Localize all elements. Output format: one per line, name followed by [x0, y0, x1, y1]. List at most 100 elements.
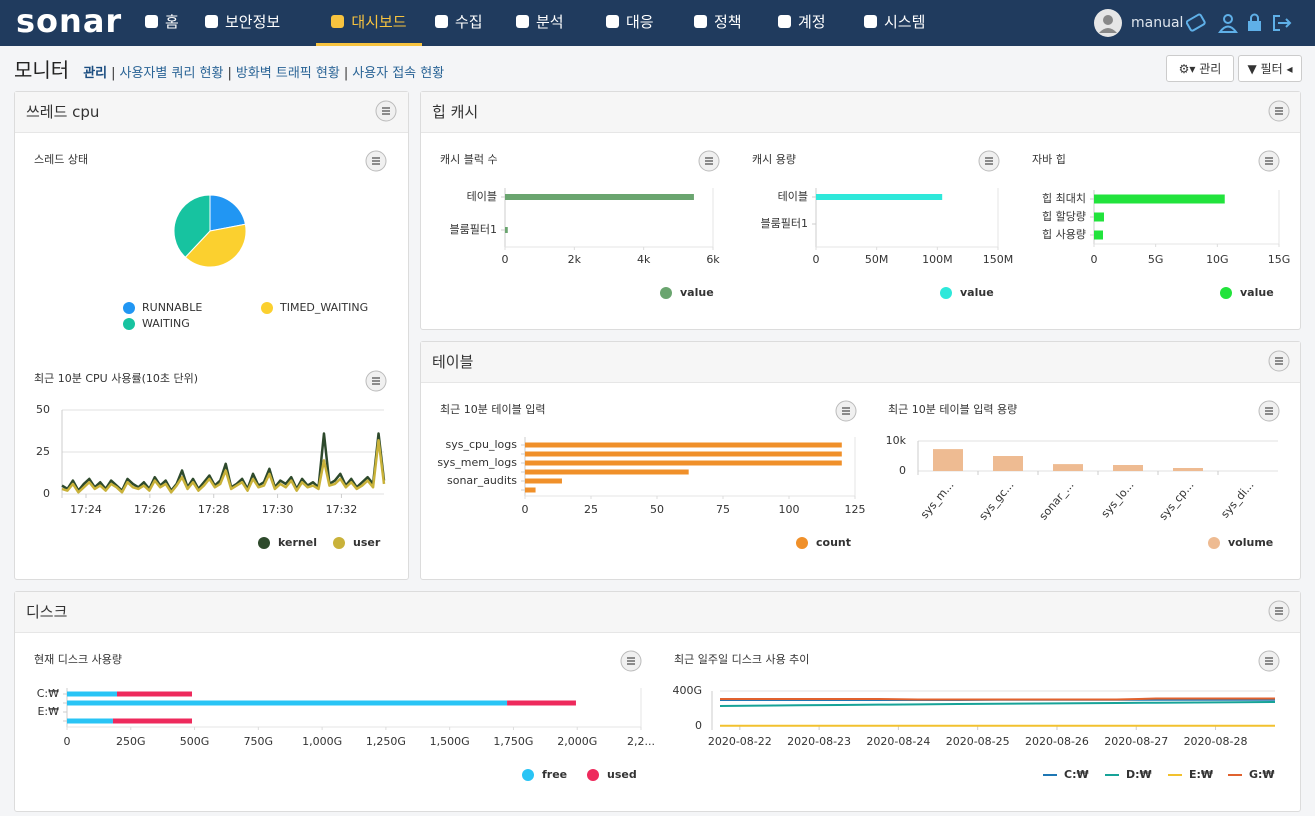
header-link[interactable]: 사용자별 쿼리 현황 [119, 66, 224, 81]
x-tick-label: 0 [64, 735, 71, 748]
y-tick-label: sys_cpu_logs [446, 438, 518, 451]
nav-icons[interactable] [1186, 13, 1296, 33]
x-tick-label: 750G [244, 735, 274, 748]
menu-label[interactable]: 정책 [714, 13, 742, 31]
menu-icon[interactable] [620, 650, 642, 672]
menu-label[interactable]: 대응 [626, 13, 654, 31]
x-tick-label: 1,250G [366, 735, 406, 748]
avatar[interactable] [1094, 9, 1122, 37]
menu-item[interactable]: 홈 [145, 0, 179, 46]
menu-icon[interactable] [365, 150, 387, 172]
legend-marker [522, 769, 534, 781]
x-tick-label: 4k [637, 253, 651, 266]
header-link[interactable]: 사용자 접속 현황 [352, 66, 445, 81]
legend-label: WAITING [142, 317, 190, 330]
x-tick-label: 0 [1091, 253, 1098, 266]
logo[interactable]: sonar [16, 2, 123, 40]
menu-icon[interactable] [1268, 350, 1290, 372]
bar [112, 718, 193, 724]
x-tick-label: 5G [1148, 253, 1164, 266]
panel-title: 힙 캐시 [421, 92, 1300, 133]
legend-marker [796, 537, 808, 549]
y-tick-label: 테이블 [778, 190, 808, 203]
x-tick-label: sys_lo... [1099, 479, 1137, 521]
menu-label[interactable]: 대시보드 [351, 13, 407, 31]
menu-icon[interactable] [375, 100, 397, 122]
y-tick-label: 0 [899, 464, 906, 477]
y-tick-label: 힙 사용량 [1042, 228, 1086, 241]
menu-label[interactable]: 홈 [165, 13, 179, 31]
menu-icon[interactable] [1258, 400, 1280, 422]
header-link[interactable]: 관리 [83, 66, 108, 81]
manage-button[interactable]: ⚙▾ 관리 [1166, 55, 1234, 82]
menu-icon[interactable] [1268, 100, 1290, 122]
button-label: 필터 [1260, 62, 1283, 76]
bar [507, 700, 576, 706]
chart-title: 스레드 상태 [34, 153, 88, 166]
x-tick-label: 1,000G [302, 735, 342, 748]
x-tick-label: sys_m... [918, 479, 957, 522]
y-tick-label: 블룸필터1 [761, 217, 808, 230]
header-link[interactable]: 방화벽 트래픽 현황 [235, 66, 340, 81]
legend-marker [258, 537, 270, 549]
panel-title: 테이블 [421, 342, 1300, 383]
x-tick-label: 75 [716, 503, 730, 516]
bar [67, 718, 113, 724]
y-tick-label: 10k [886, 434, 907, 447]
bar [67, 691, 118, 697]
menu-icon[interactable] [1268, 600, 1290, 622]
filter-button[interactable]: ▼ 필터 ◂ [1238, 55, 1302, 82]
menu-label[interactable]: 계정 [798, 13, 826, 31]
menu-item[interactable]: 수집 [435, 0, 483, 46]
bar [933, 449, 963, 471]
legend-marker [660, 287, 672, 299]
legend-label: value [960, 286, 994, 299]
x-tick-label: 2020-08-28 [1184, 735, 1248, 748]
menu-icon[interactable] [365, 370, 387, 392]
menu-label[interactable]: 보안정보 [225, 13, 281, 31]
legend-label: kernel [278, 536, 317, 549]
menu-item[interactable]: 보안정보 [205, 0, 280, 46]
legend-label: C:₩ [1064, 768, 1089, 781]
chart-title: 최근 일주일 디스크 사용 추이 [674, 652, 809, 666]
chart-title: 최근 10분 테이블 입력 용량 [888, 403, 1017, 416]
menu-label[interactable]: 분석 [536, 13, 564, 31]
x-tick-label: sys_di... [1218, 479, 1256, 521]
menu-item[interactable]: 정책 [694, 0, 742, 46]
series-line [61, 438, 386, 494]
menu-icon[interactable] [1258, 150, 1280, 172]
legend-label: G:₩ [1249, 768, 1275, 781]
menu-icon[interactable] [1258, 650, 1280, 672]
x-tick-label: 1,750G [493, 735, 533, 748]
separator: | [343, 66, 349, 81]
separator: | [227, 66, 232, 81]
menu-label[interactable]: 수집 [455, 13, 483, 31]
x-tick-label: 17:32 [326, 503, 358, 516]
menu-item[interactable]: 대응 [606, 0, 654, 46]
menu-item[interactable]: 계정 [778, 0, 826, 46]
legend-marker [333, 537, 345, 549]
menu-icon[interactable] [835, 400, 857, 422]
user-name[interactable]: manual [1131, 15, 1184, 31]
y-tick-label: 0 [695, 719, 702, 732]
menu-icon[interactable] [698, 150, 720, 172]
legend-label: E:₩ [1189, 768, 1213, 781]
legend-marker [123, 302, 135, 314]
panel: 힙 캐시 [420, 91, 1301, 330]
x-tick-label: 2,2... [627, 735, 655, 748]
y-tick-label: sonar_audits [447, 474, 517, 487]
menu-item[interactable]: 대시보드 [316, 0, 422, 46]
menu-label[interactable]: 시스템 [884, 13, 926, 31]
y-tick-label: 힙 최대치 [1042, 192, 1086, 205]
x-tick-label: sonar_... [1037, 479, 1077, 523]
x-tick-label: 0 [813, 253, 820, 266]
menu-icon[interactable] [978, 150, 1000, 172]
menu-item[interactable]: 분석 [516, 0, 564, 46]
menu-item[interactable]: 시스템 [864, 0, 925, 46]
y-tick-label: E:₩ [37, 705, 59, 718]
bar [505, 194, 694, 200]
x-tick-label: sys_cp... [1156, 479, 1196, 523]
bar [525, 442, 842, 448]
chart-title: 캐시 용량 [752, 153, 796, 166]
